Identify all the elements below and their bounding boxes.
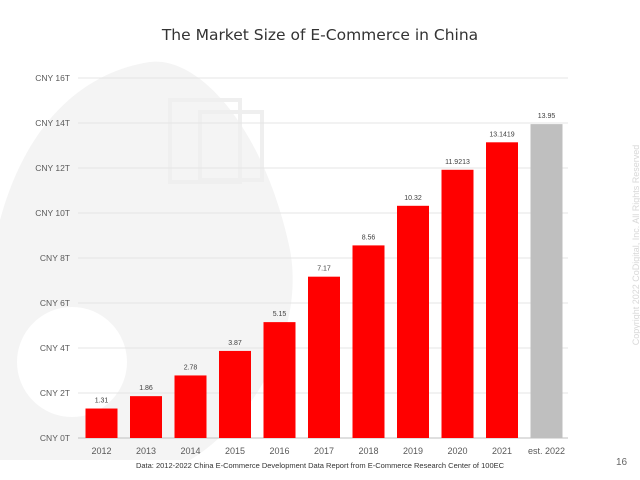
data-label: 3.87	[228, 340, 242, 347]
y-tick-label: CNY 2T	[40, 388, 70, 398]
y-tick-label: CNY 14T	[35, 118, 70, 128]
chart-title: The Market Size of E-Commerce in China	[161, 26, 479, 44]
x-tick-label: 2021	[492, 446, 512, 456]
bar	[397, 205, 429, 438]
bar	[441, 169, 474, 438]
copyright-watermark: Copyright 2022 CoDigital, Inc. All Right…	[631, 144, 640, 346]
bar	[130, 396, 162, 438]
data-label: 7.17	[317, 266, 331, 273]
bar	[352, 245, 385, 438]
bar-estimate	[530, 124, 563, 438]
bar	[308, 276, 340, 438]
x-tick-label: 2013	[136, 446, 156, 456]
bar	[174, 375, 207, 438]
bar	[263, 322, 296, 438]
x-tick-label: 2017	[314, 446, 334, 456]
y-tick-label: CNY 6T	[40, 298, 70, 308]
bar	[486, 142, 518, 438]
data-label: 11.9213	[445, 159, 470, 166]
y-tick-label: CNY 4T	[40, 343, 70, 353]
data-label: 10.32	[404, 195, 422, 202]
data-source-note: Data: 2012-2022 China E-Commerce Develop…	[135, 461, 505, 470]
data-label: 13.1419	[489, 131, 514, 138]
x-tick-label: 2018	[358, 446, 378, 456]
y-tick-label: CNY 12T	[35, 163, 70, 173]
y-tick-label: CNY 0T	[40, 433, 70, 443]
x-tick-label: 2012	[91, 446, 111, 456]
y-tick-label: CNY 10T	[35, 208, 70, 218]
data-labels: 1.31 1.86 2.78 3.87 5.15 7.17 8.56 10.32 11.9213…	[95, 113, 556, 404]
y-tick-label: CNY 16T	[35, 73, 70, 83]
data-label: 2.78	[184, 364, 198, 371]
bar	[219, 350, 251, 438]
x-axis-tick-labels: 2012 2013 2014 2015 2016 2017 2018 2019 2020 2021…	[91, 446, 565, 456]
x-tick-label: 2016	[269, 446, 289, 456]
data-label: 1.31	[95, 398, 109, 405]
x-tick-label: 2020	[447, 446, 467, 456]
data-label: 5.15	[273, 311, 287, 318]
page-number: 16	[616, 457, 628, 468]
bars	[85, 124, 563, 438]
y-axis-tick-labels: CNY 0T CNY 2T CNY 4T CNY 6T CNY 8T CNY 10T CNY…	[35, 73, 70, 443]
data-label: 8.56	[362, 234, 376, 241]
x-tick-label: 2019	[403, 446, 423, 456]
y-tick-label: CNY 8T	[40, 253, 70, 263]
data-label: 1.86	[139, 385, 153, 392]
bar	[85, 408, 118, 438]
x-tick-label: est. 2022	[528, 446, 565, 456]
data-label: 13.95	[538, 113, 556, 120]
x-tick-label: 2015	[225, 446, 245, 456]
x-tick-label: 2014	[180, 446, 200, 456]
